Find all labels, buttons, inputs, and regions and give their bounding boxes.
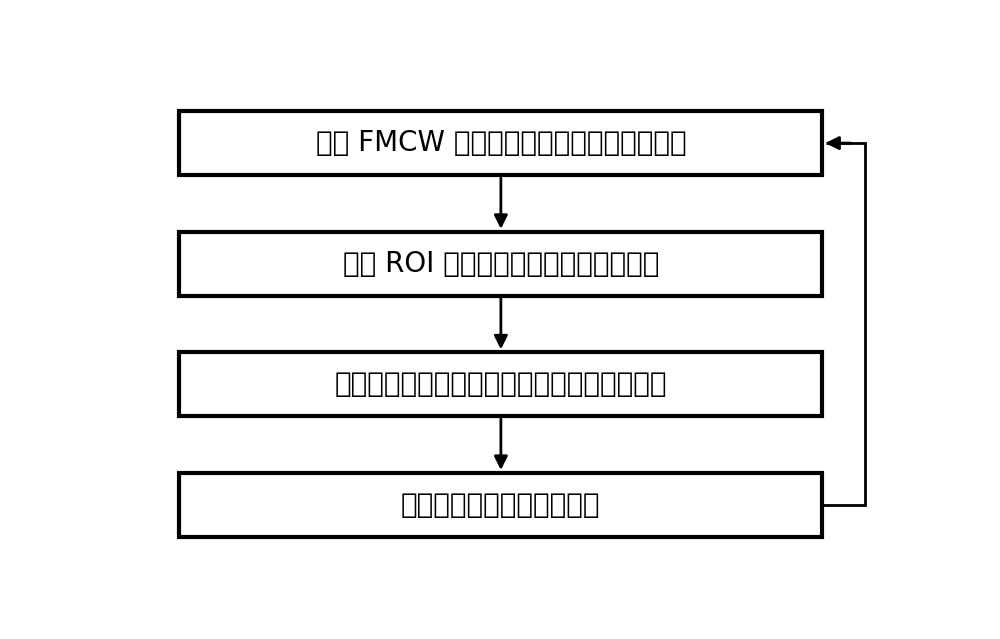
FancyBboxPatch shape	[179, 473, 822, 537]
Text: 针对需要环境信息的场景，进行环境补充优化: 针对需要环境信息的场景，进行环境补充优化	[335, 370, 667, 398]
Text: 获取 ROI 区域作为雷达下一帧扫描点阵: 获取 ROI 区域作为雷达下一帧扫描点阵	[343, 250, 659, 278]
FancyBboxPatch shape	[179, 232, 822, 296]
Text: 根据 FMCW 固态扫描激光雷达获取历史信息: 根据 FMCW 固态扫描激光雷达获取历史信息	[316, 129, 686, 157]
Text: 雷达根据点阵调整扫描策略: 雷达根据点阵调整扫描策略	[401, 491, 601, 519]
FancyBboxPatch shape	[179, 111, 822, 175]
FancyBboxPatch shape	[179, 352, 822, 416]
